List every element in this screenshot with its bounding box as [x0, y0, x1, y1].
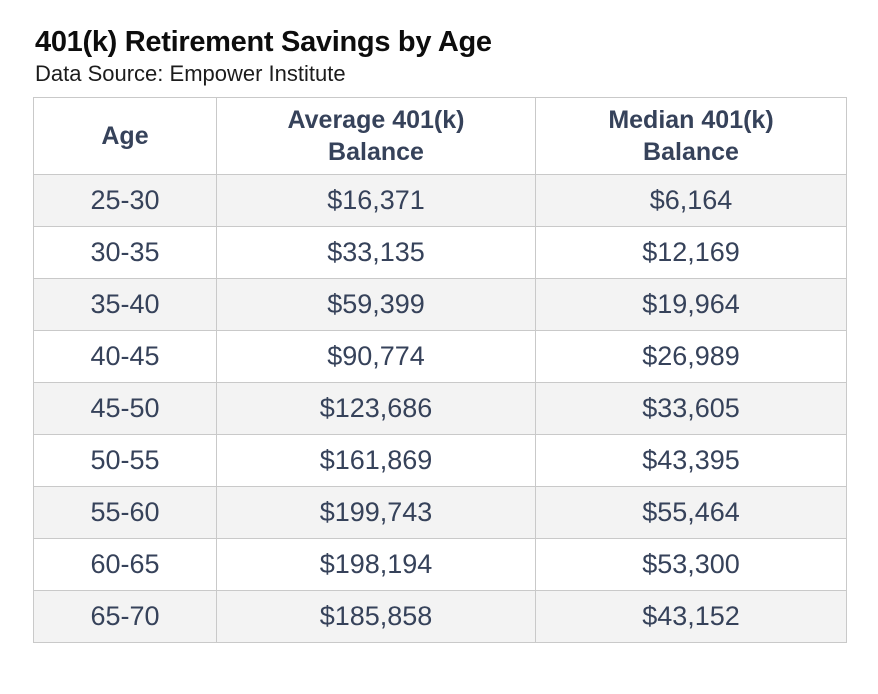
cell-average-balance: $123,686 [216, 381, 536, 435]
cell-average-balance: $198,194 [216, 537, 536, 591]
cell-median-balance: $53,300 [535, 537, 847, 591]
cell-median-balance: $43,395 [535, 433, 847, 487]
cell-median-balance: $33,605 [535, 381, 847, 435]
table-row: 55-60 $199,743 $55,464 [33, 485, 847, 539]
cell-median-balance: $19,964 [535, 277, 847, 331]
cell-age: 30-35 [33, 225, 217, 279]
cell-age: 25-30 [33, 173, 217, 227]
cell-median-balance: $55,464 [535, 485, 847, 539]
table-row: 35-40 $59,399 $19,964 [33, 277, 847, 331]
cell-age: 35-40 [33, 277, 217, 331]
table-row: 65-70 $185,858 $43,152 [33, 589, 847, 643]
page-title: 401(k) Retirement Savings by Age [35, 26, 492, 58]
cell-average-balance: $90,774 [216, 329, 536, 383]
header-median-balance: Median 401(k) Balance [535, 96, 847, 175]
cell-age: 60-65 [33, 537, 217, 591]
table-row: 30-35 $33,135 $12,169 [33, 225, 847, 279]
table-row: 60-65 $198,194 $53,300 [33, 537, 847, 591]
table-row: 50-55 $161,869 $43,395 [33, 433, 847, 487]
cell-average-balance: $199,743 [216, 485, 536, 539]
header-age: Age [33, 96, 217, 175]
table-row: 45-50 $123,686 $33,605 [33, 381, 847, 435]
cell-average-balance: $59,399 [216, 277, 536, 331]
cell-age: 55-60 [33, 485, 217, 539]
table-row: 40-45 $90,774 $26,989 [33, 329, 847, 383]
cell-age: 45-50 [33, 381, 217, 435]
cell-average-balance: $185,858 [216, 589, 536, 643]
table-header-row: Age Average 401(k) Balance Median 401(k)… [33, 96, 847, 175]
cell-age: 50-55 [33, 433, 217, 487]
cell-age: 40-45 [33, 329, 217, 383]
cell-average-balance: $33,135 [216, 225, 536, 279]
cell-average-balance: $161,869 [216, 433, 536, 487]
table-row: 25-30 $16,371 $6,164 [33, 173, 847, 227]
cell-median-balance: $26,989 [535, 329, 847, 383]
data-source-note: Data Source: Empower Institute [35, 61, 346, 87]
cell-average-balance: $16,371 [216, 173, 536, 227]
header-average-balance: Average 401(k) Balance [216, 96, 536, 175]
cell-median-balance: $12,169 [535, 225, 847, 279]
cell-median-balance: $6,164 [535, 173, 847, 227]
cell-median-balance: $43,152 [535, 589, 847, 643]
retirement-savings-table: Age Average 401(k) Balance Median 401(k)… [33, 96, 847, 643]
cell-age: 65-70 [33, 589, 217, 643]
